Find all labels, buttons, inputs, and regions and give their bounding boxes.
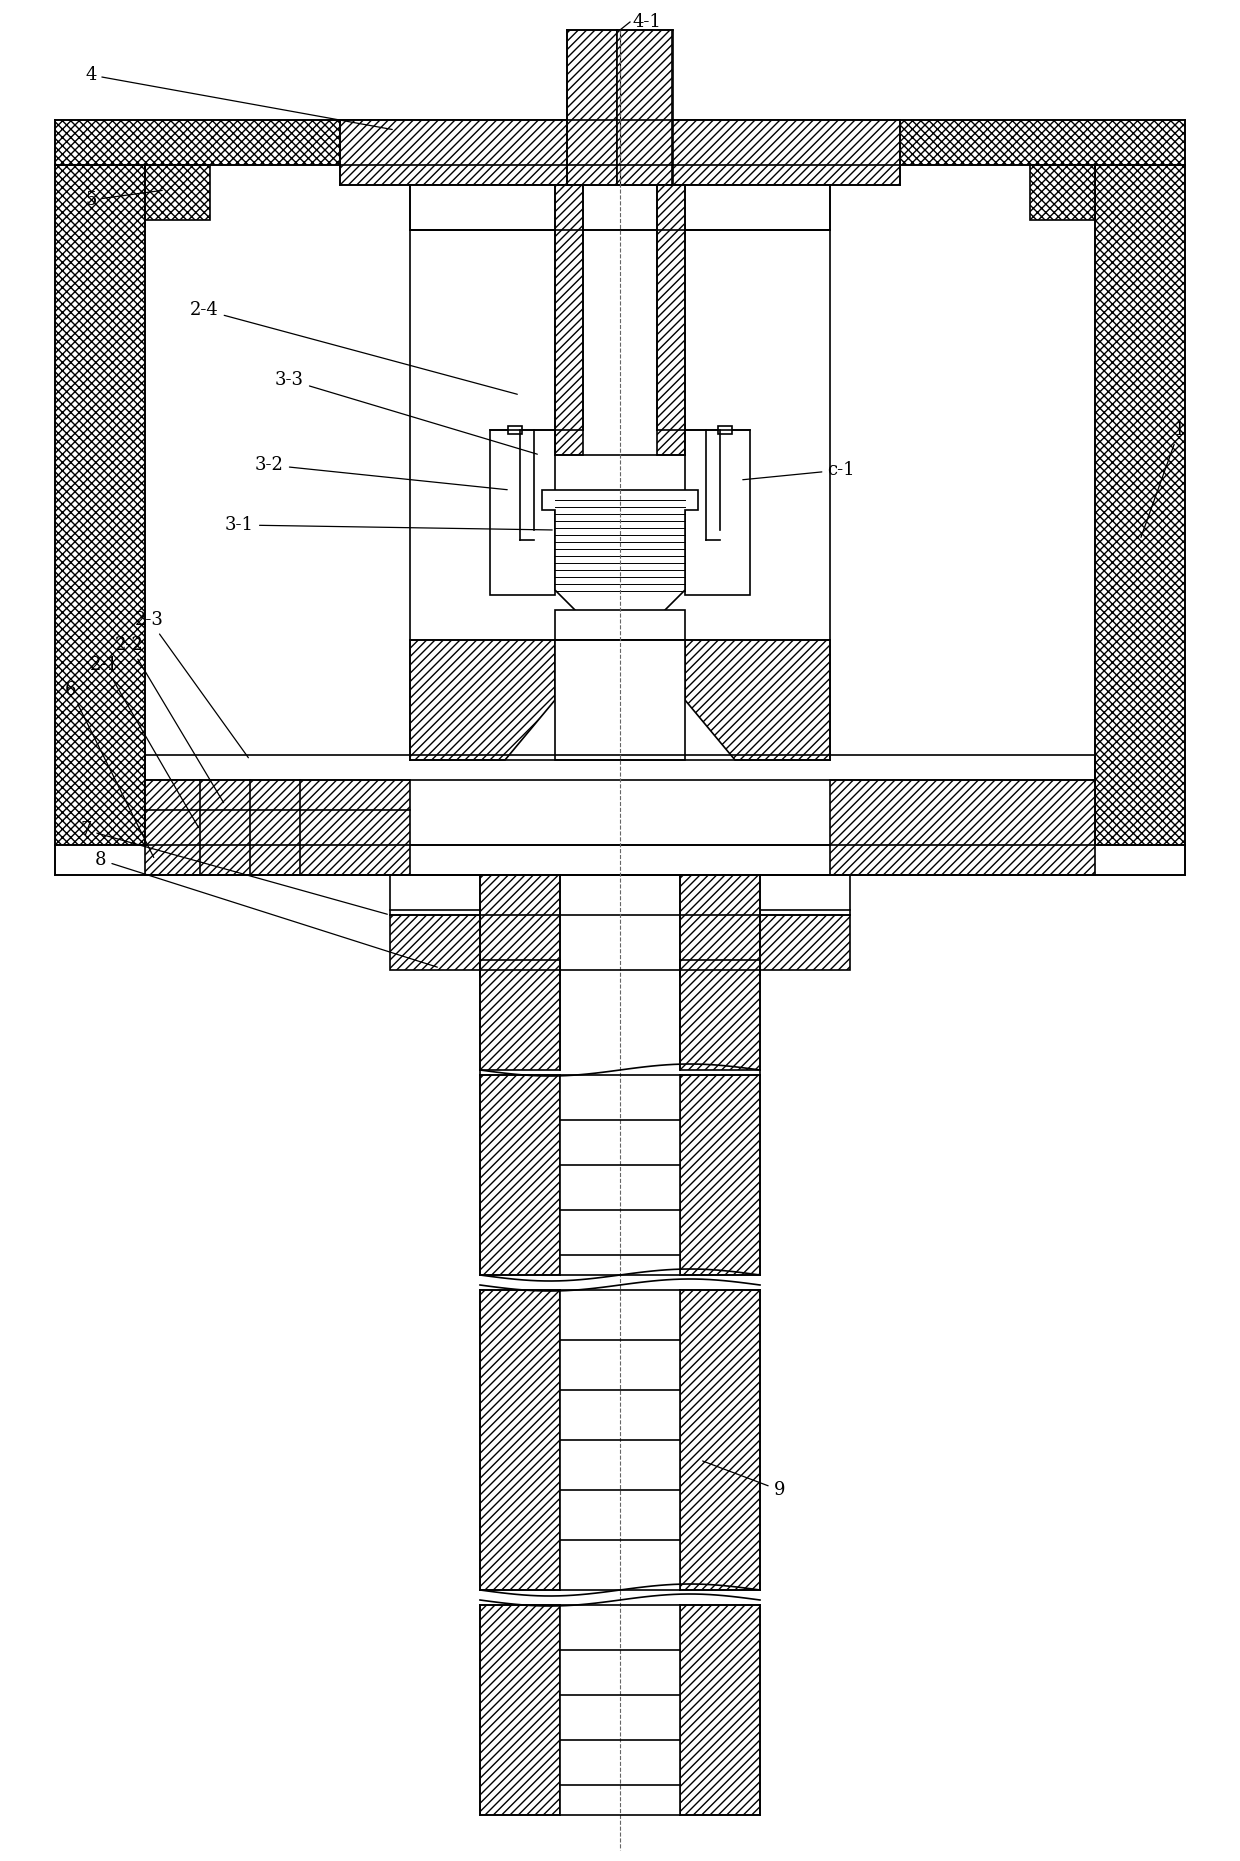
Bar [145, 166, 210, 220]
Bar [391, 916, 480, 970]
Bar [556, 610, 684, 640]
Text: 2-4: 2-4 [190, 301, 517, 395]
Text: 4-1: 4-1 [632, 13, 661, 32]
Text: 9: 9 [703, 1461, 785, 1498]
Text: 3-1: 3-1 [224, 515, 552, 534]
Bar [560, 1604, 680, 1814]
Bar [560, 1076, 680, 1275]
Bar [684, 430, 750, 596]
Text: 8: 8 [95, 850, 438, 968]
Polygon shape [830, 780, 1095, 875]
Text: 2-2: 2-2 [115, 636, 223, 802]
Bar [480, 1290, 560, 1589]
Bar [490, 430, 556, 596]
Bar [480, 1604, 560, 1814]
Text: c-1: c-1 [743, 462, 856, 480]
Text: 6: 6 [64, 681, 154, 858]
Bar [657, 184, 684, 454]
Bar [1030, 166, 1095, 220]
Bar [760, 916, 849, 970]
Bar [55, 119, 1185, 166]
Text: 2-1: 2-1 [91, 655, 198, 828]
Text: 7: 7 [81, 821, 387, 914]
Text: 3-3: 3-3 [275, 370, 537, 454]
Bar [508, 426, 522, 434]
Bar [55, 166, 145, 845]
Bar [340, 119, 900, 184]
Bar [556, 640, 684, 759]
Polygon shape [542, 489, 698, 622]
Bar [680, 1290, 760, 1589]
Bar [480, 1076, 560, 1275]
Text: 5: 5 [86, 190, 162, 208]
Bar [567, 30, 618, 184]
Bar [480, 875, 560, 975]
Bar [680, 1604, 760, 1814]
Bar [556, 184, 583, 454]
Polygon shape [684, 640, 830, 759]
Bar [410, 184, 830, 231]
Text: 1: 1 [1141, 421, 1185, 538]
Bar [680, 875, 760, 975]
Polygon shape [410, 640, 556, 759]
Text: 2-3: 2-3 [135, 610, 248, 757]
Polygon shape [145, 780, 410, 875]
Bar [618, 30, 672, 184]
Bar [560, 1290, 680, 1589]
Bar [680, 960, 760, 1070]
Text: 3-2: 3-2 [255, 456, 507, 489]
Bar [718, 426, 732, 434]
Bar [480, 960, 560, 1070]
Bar [55, 845, 1185, 875]
Bar [680, 1076, 760, 1275]
Text: 4: 4 [86, 65, 392, 130]
Bar [1095, 166, 1185, 845]
